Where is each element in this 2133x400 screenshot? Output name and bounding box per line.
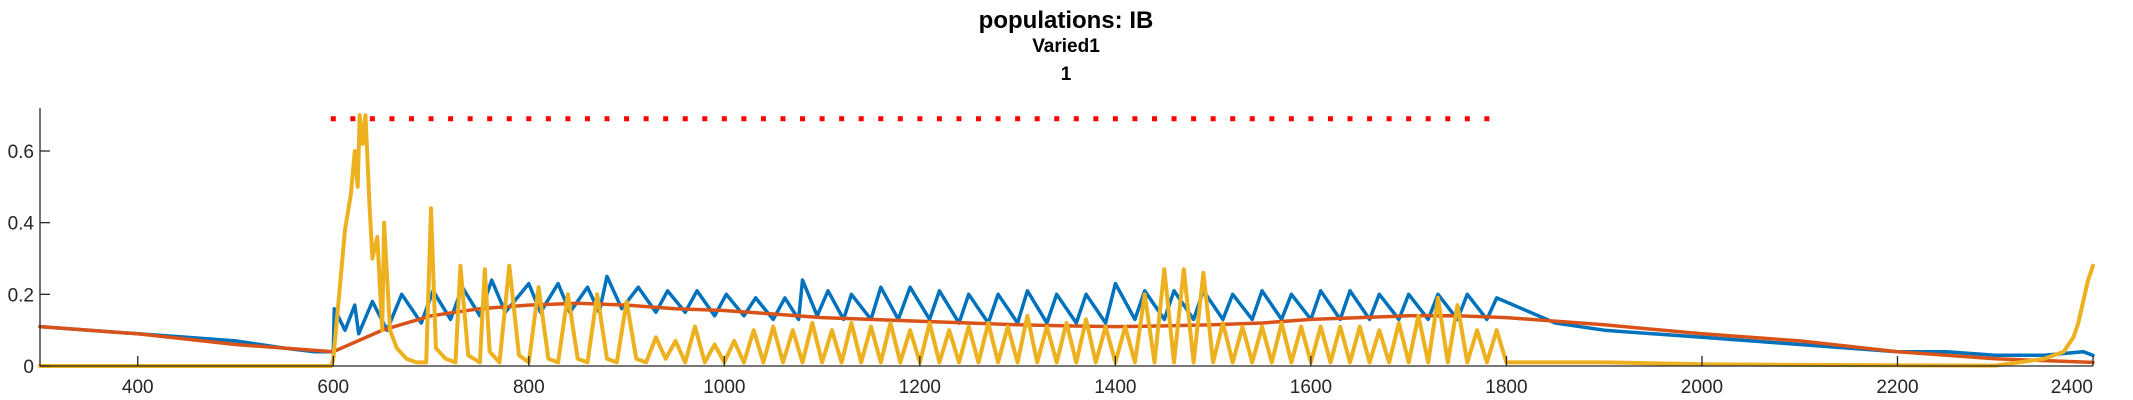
stim-dot <box>1054 116 1060 122</box>
stim-dot <box>350 116 356 122</box>
plot-area <box>38 113 2095 368</box>
stim-dot <box>408 116 414 122</box>
stim-dot <box>878 116 884 122</box>
stim-dot <box>604 116 610 122</box>
stim-dot <box>1034 116 1040 122</box>
stim-dot <box>897 116 903 122</box>
series-layer <box>38 113 2095 368</box>
stim-dot <box>1093 116 1099 122</box>
stim-dot <box>1249 116 1255 122</box>
y-tick-label: 0.6 <box>8 142 34 163</box>
stim-dot <box>839 116 845 122</box>
stim-dot <box>565 116 571 122</box>
stim-dot <box>506 116 512 122</box>
stim-dot <box>1367 116 1373 122</box>
chart-subtitle-2: 1 <box>1061 64 1072 85</box>
stim-dot <box>1445 116 1451 122</box>
stim-dot <box>1132 116 1138 122</box>
stim-dot <box>1464 116 1470 122</box>
stim-dot <box>467 116 473 122</box>
stim-dot <box>1015 116 1021 122</box>
stim-dot <box>1406 116 1412 122</box>
stim-dot <box>1171 116 1177 122</box>
stim-dot <box>702 116 708 122</box>
stim-dot <box>917 116 923 122</box>
x-tick-label: 400 <box>122 377 154 398</box>
stim-dot <box>1210 116 1216 122</box>
chart-subtitle-1: Varied1 <box>1032 36 1100 57</box>
stim-dot <box>369 116 375 122</box>
stim-dot <box>643 116 649 122</box>
stim-dot <box>800 116 806 122</box>
x-tick-label: 1800 <box>1485 377 1527 398</box>
chart-title: populations: IB <box>979 7 1154 34</box>
stim-dot <box>936 116 942 122</box>
stim-dot <box>956 116 962 122</box>
x-tick-label: 1400 <box>1094 377 1136 398</box>
stim-dot <box>858 116 864 122</box>
stim-dot <box>1484 116 1490 122</box>
stim-dot <box>1386 116 1392 122</box>
series-line-yellow <box>38 113 2095 368</box>
stim-dot <box>428 116 434 122</box>
stim-dot <box>1327 116 1333 122</box>
x-tick-label: 600 <box>317 377 349 398</box>
stim-dot <box>448 116 454 122</box>
stim-dot <box>995 116 1001 122</box>
stim-dot <box>819 116 825 122</box>
stim-dot <box>1112 116 1118 122</box>
y-tick-label: 0.2 <box>8 285 34 306</box>
x-tick-label: 2200 <box>1876 377 1918 398</box>
series-line-orange <box>38 301 2095 365</box>
y-tick-label: 0.4 <box>8 214 35 235</box>
stim-dot <box>1191 116 1197 122</box>
x-tick-label: 1200 <box>899 377 941 398</box>
stim-dot <box>1073 116 1079 122</box>
stim-dot <box>663 116 669 122</box>
stim-dot <box>526 116 532 122</box>
stim-dot <box>780 116 786 122</box>
stim-dot <box>1269 116 1275 122</box>
x-tick-label: 1600 <box>1290 377 1332 398</box>
stim-dot <box>487 116 493 122</box>
stim-dot <box>1308 116 1314 122</box>
stim-dot <box>682 116 688 122</box>
stim-dot <box>976 116 982 122</box>
x-tick-label: 2000 <box>1681 377 1723 398</box>
stim-dot <box>330 116 336 122</box>
stim-dot <box>1288 116 1294 122</box>
y-tick-label: 0 <box>23 357 34 378</box>
stim-dot <box>1347 116 1353 122</box>
stim-dot <box>741 116 747 122</box>
x-tick-label: 800 <box>513 377 545 398</box>
x-tick-label: 2400 <box>2051 377 2093 398</box>
stim-dot <box>545 116 551 122</box>
stim-dot <box>1151 116 1157 122</box>
stim-dot <box>760 116 766 122</box>
stim-dot <box>1230 116 1236 122</box>
stim-dot <box>1425 116 1431 122</box>
x-tick-label: 1000 <box>703 377 745 398</box>
y-axis-ticks: 0 0.2 0.4 0.6 <box>8 142 50 378</box>
stim-dot <box>721 116 727 122</box>
stim-marker-row <box>330 116 1490 122</box>
stim-dot <box>624 116 630 122</box>
stim-dot <box>389 116 395 122</box>
x-axis-ticks: 400 600 800 1000 1200 1400 1600 1800 2000 2200 240… <box>122 356 2094 398</box>
stim-dot <box>584 116 590 122</box>
